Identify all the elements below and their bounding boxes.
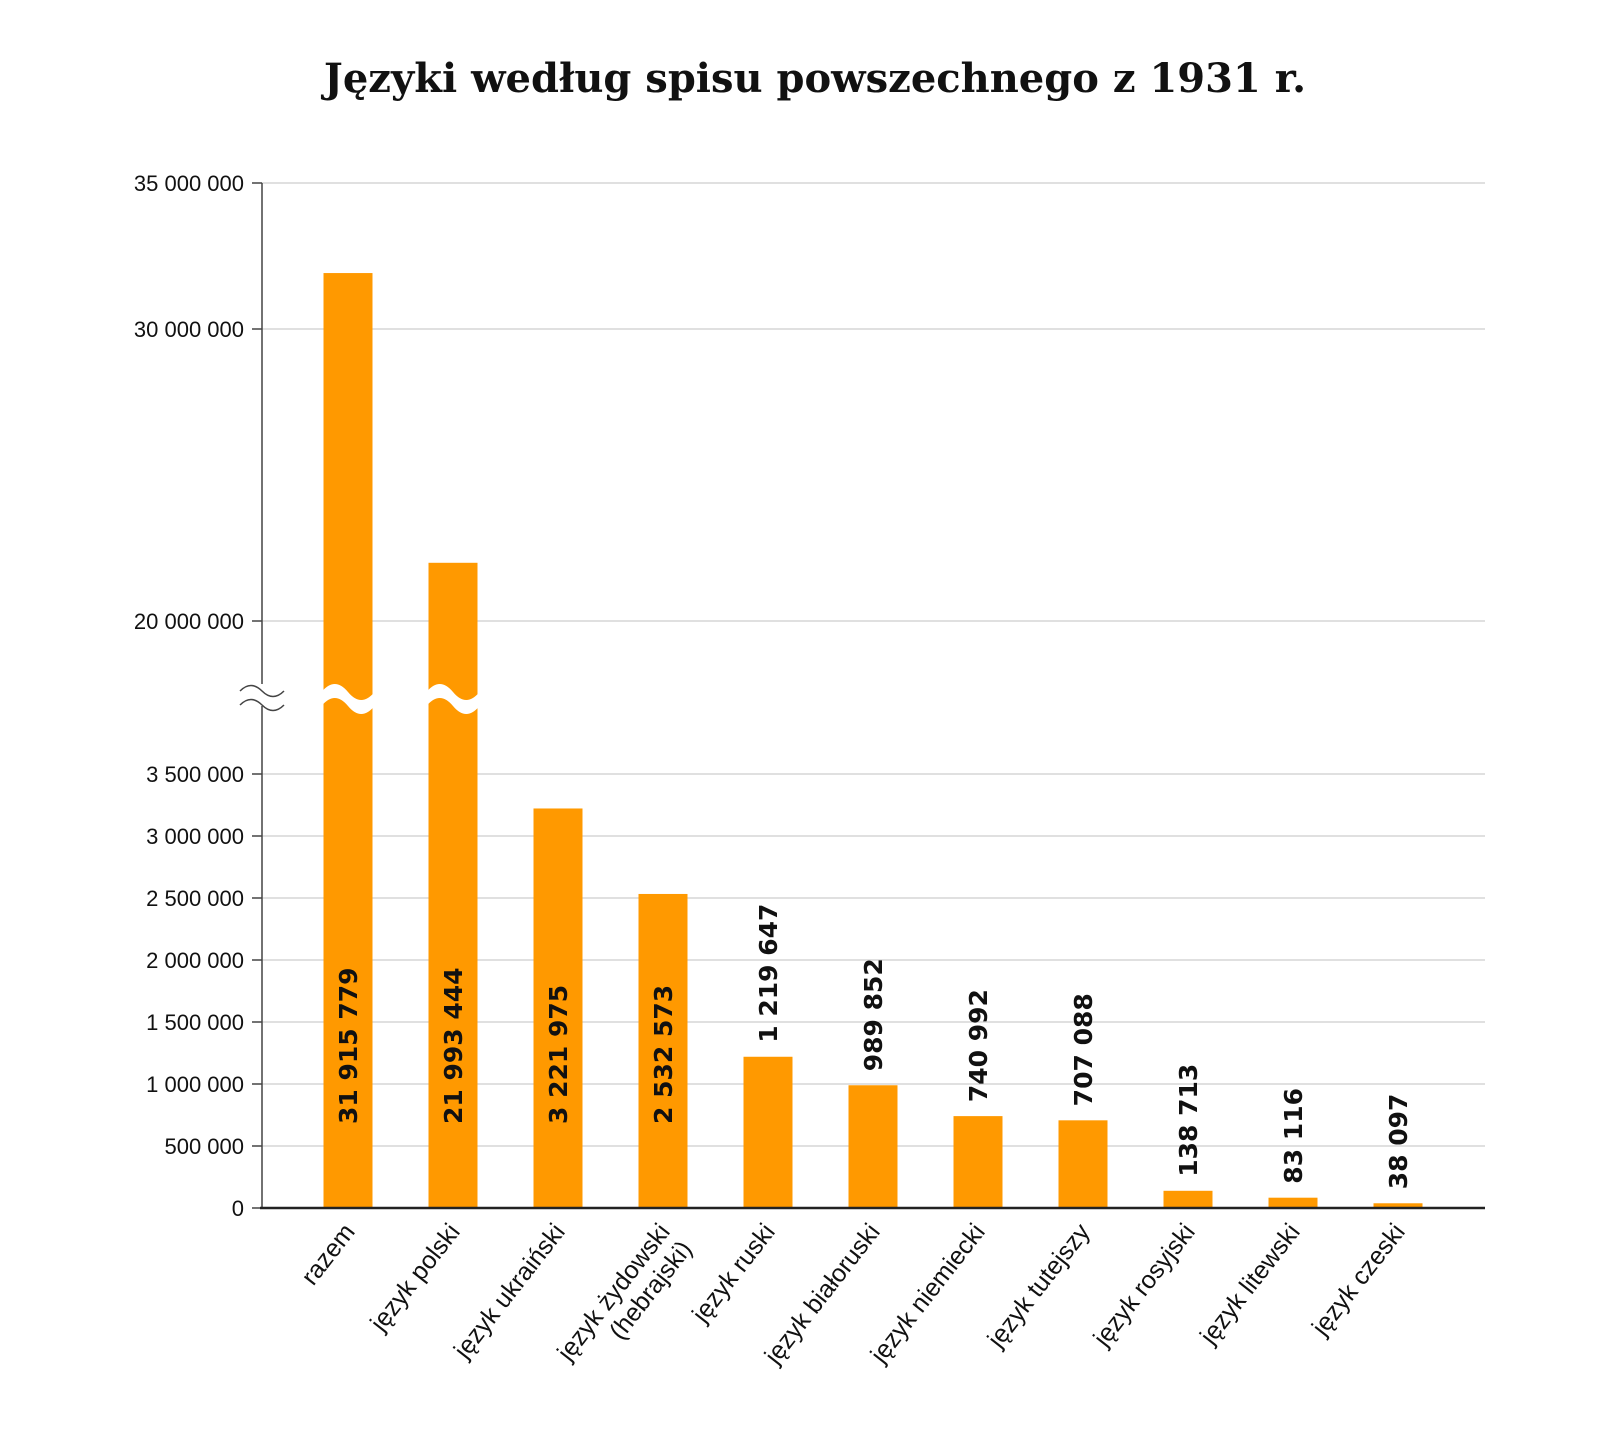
bar xyxy=(638,893,688,1208)
value-label: 740 992 xyxy=(964,989,993,1102)
axis-break-gap xyxy=(240,684,284,706)
y-tick-label: 2 000 000 xyxy=(146,948,244,973)
x-tick-label: język polski xyxy=(364,1218,465,1337)
x-tick-label-line: język rosyjski xyxy=(1087,1218,1200,1352)
value-label: 31 915 779 xyxy=(334,967,363,1124)
y-tick-label: 20 000 000 xyxy=(134,609,244,634)
axis-break-gap xyxy=(321,684,375,714)
x-tick-label: razem xyxy=(296,1218,361,1290)
value-label: 1 219 647 xyxy=(754,904,783,1043)
y-tick-label: 1 000 000 xyxy=(146,1072,244,1097)
bar xyxy=(428,562,478,1208)
x-tick-label-line: język ruski xyxy=(686,1218,781,1328)
bar xyxy=(1373,1203,1423,1208)
bar xyxy=(848,1085,898,1208)
value-label: 38 097 xyxy=(1384,1094,1413,1190)
x-tick-label: język tutejszy xyxy=(982,1218,1097,1354)
value-label: 989 852 xyxy=(859,958,888,1071)
axis-break-gap xyxy=(426,684,480,714)
value-label: 2 532 573 xyxy=(649,985,678,1124)
y-tick-label: 30 000 000 xyxy=(134,317,244,342)
x-tick-label: język ukraiński xyxy=(448,1218,571,1364)
axes xyxy=(239,182,1485,1210)
y-tick-label: 2 500 000 xyxy=(146,886,244,911)
y-tick-label: 0 xyxy=(232,1196,244,1221)
x-tick-label-line: język polski xyxy=(364,1218,465,1337)
x-tick-label: język białoruski xyxy=(759,1218,886,1370)
x-tick-label-line: język czeski xyxy=(1306,1218,1411,1341)
value-label: 707 088 xyxy=(1069,993,1098,1106)
bars xyxy=(321,273,1423,1208)
value-label: 83 116 xyxy=(1279,1088,1308,1184)
x-tick-label-line: język litewski xyxy=(1194,1218,1306,1350)
x-tick-label-line: język tutejszy xyxy=(982,1218,1097,1354)
bar xyxy=(323,273,373,1208)
y-tick-label: 3 500 000 xyxy=(146,762,244,787)
x-tick-label-line: język białoruski xyxy=(759,1218,886,1370)
x-tick-label-line: język ukraiński xyxy=(448,1218,571,1364)
x-tick-label: język czeski xyxy=(1306,1218,1411,1341)
x-tick-label: język rosyjski xyxy=(1087,1218,1200,1352)
x-tick-label: język litewski xyxy=(1194,1218,1306,1350)
chart-title: Języki według spisu powszechnego z 1931 … xyxy=(321,55,1306,102)
x-tick-label: język niemiecki xyxy=(865,1218,991,1368)
y-tick-label: 500 000 xyxy=(164,1134,244,1159)
axis-break-icon xyxy=(239,684,285,712)
y-tick-label: 35 000 000 xyxy=(134,171,244,196)
x-tick-label-line: razem xyxy=(296,1218,361,1290)
bar xyxy=(1058,1120,1108,1208)
value-label: 3 221 975 xyxy=(544,985,573,1124)
bar xyxy=(953,1116,1003,1208)
bar xyxy=(1163,1190,1213,1208)
x-tick-label: język żydowski(hebrajski) xyxy=(551,1218,698,1384)
x-tick-label-line: język niemiecki xyxy=(865,1218,991,1368)
value-label: 138 713 xyxy=(1174,1064,1203,1177)
y-tick-label: 1 500 000 xyxy=(146,1010,244,1035)
bar xyxy=(743,1056,793,1208)
bar xyxy=(1268,1197,1318,1208)
x-tick-label: język ruski xyxy=(686,1218,781,1328)
y-tick-label: 3 000 000 xyxy=(146,824,244,849)
value-label: 21 993 444 xyxy=(439,967,468,1124)
bar xyxy=(533,808,583,1208)
